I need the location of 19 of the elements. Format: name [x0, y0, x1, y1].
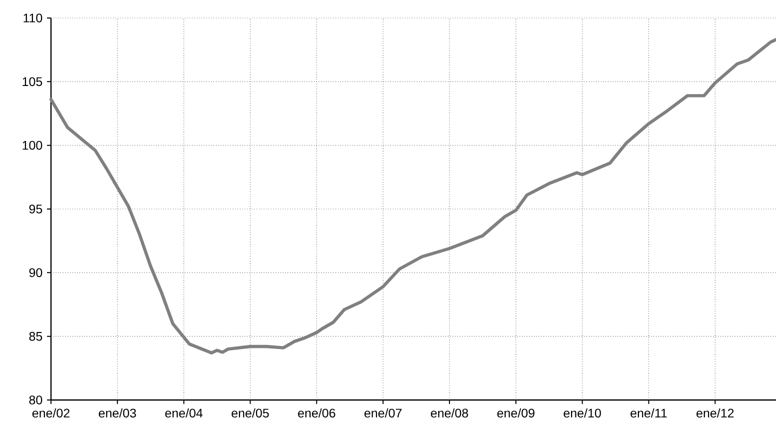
- y-tick-label: 95: [29, 204, 42, 214]
- y-tick-label: 110: [24, 14, 42, 22]
- y-tick-label: 105: [22, 77, 42, 86]
- x-tick-label: ene/07: [364, 408, 402, 418]
- x-tick-label: ene/12: [696, 408, 734, 418]
- x-tick-label: ene/08: [430, 408, 468, 418]
- x-tick-label: ene/04: [165, 408, 203, 418]
- y-tick-label: 85: [29, 332, 42, 341]
- x-tick-label: ene/11: [630, 408, 667, 418]
- line-series: [49, 38, 776, 354]
- x-tick-label: ene/09: [497, 408, 534, 418]
- y-tick-label: 80: [29, 396, 42, 404]
- y-tick-label: 90: [29, 268, 42, 278]
- x-tick-label: ene/06: [298, 408, 336, 418]
- x-tick-label: ene/05: [232, 408, 269, 418]
- x-tick-label: ene/10: [564, 408, 601, 418]
- y-tick-label: 100: [22, 140, 42, 150]
- x-tick-label: ene/02: [32, 408, 70, 418]
- x-tick-label: ene/03: [98, 408, 136, 418]
